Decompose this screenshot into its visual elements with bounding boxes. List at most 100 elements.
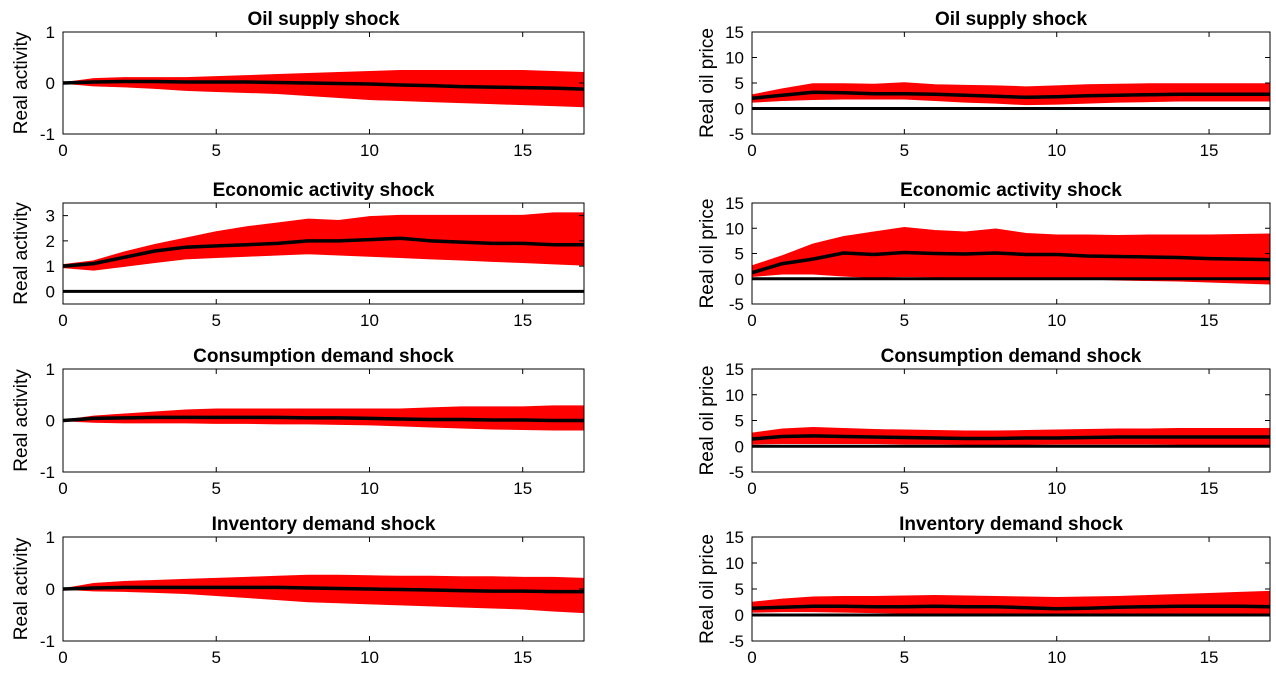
axes-box [62,202,585,305]
median-line [63,236,584,268]
x-tick-label: 5 [212,141,221,160]
y-axis-label: Real activity [11,537,32,640]
x-tick-label: 0 [747,479,756,498]
panel-title: Oil supply shock [247,9,399,30]
y-tick-label: -1 [40,632,55,651]
y-tick-label: 15 [725,194,744,213]
y-tick-label: 1 [46,23,55,42]
x-tick-label: 15 [513,141,532,160]
x-tick-label: 5 [900,479,909,498]
median-line [752,604,1270,611]
plot-area [752,537,1270,641]
y-tick-label: -5 [729,125,744,144]
y-tick-label: 0 [735,100,744,119]
x-tick-label: 0 [58,479,67,498]
x-tick-label: 10 [1047,479,1066,498]
x-tick-label: 10 [360,479,379,498]
x-tick-label: 5 [900,311,909,330]
y-tick-label: 0 [46,74,55,93]
panel-title: Economic activity shock [900,180,1122,201]
y-tick-label: 1 [46,360,55,379]
x-tick-label: 10 [360,648,379,667]
y-axis-label: Real activity [11,202,32,305]
credible-band [752,82,1270,106]
x-tick-label: 0 [58,311,67,330]
panel-title: Consumption demand shock [193,346,454,367]
y-tick-label: 3 [46,207,55,226]
y-tick-label: 1 [46,528,55,547]
y-axis-label: Real activity [11,369,32,472]
plot-area [752,369,1270,472]
x-tick-label: 0 [747,141,756,160]
x-tick-label: 0 [747,648,756,667]
x-tick-label: 5 [212,648,221,667]
median-line [752,250,1270,275]
x-tick-label: 5 [900,141,909,160]
y-tick-label: 15 [725,360,744,379]
x-tick-label: 5 [212,311,221,330]
x-tick-label: 15 [1200,479,1219,498]
panel-title: Inventory demand shock [212,514,436,535]
panel-title: Consumption demand shock [881,346,1142,367]
y-tick-label: 0 [735,270,744,289]
y-tick-label: 10 [725,49,744,68]
y-tick-label: 5 [735,412,744,431]
y-axis-label: Real oil price [697,28,718,138]
x-tick-label: 10 [1047,648,1066,667]
x-tick-label: 5 [212,479,221,498]
median-line [63,79,584,91]
x-tick-label: 10 [1047,141,1066,160]
y-tick-label: -5 [729,463,744,482]
y-axis-label: Real oil price [697,534,718,644]
panel-economic-activity-real-activity: 0 5 10 15 0 1 2 3 Economic activity shock Real ac… [11,180,585,330]
x-tick-label: 0 [747,311,756,330]
x-tick-label: 15 [513,648,532,667]
panel-title: Inventory demand shock [899,514,1123,535]
credible-band [63,70,584,108]
y-tick-label: 10 [725,386,744,405]
y-tick-label: 2 [46,232,55,251]
y-axis-label: Real activity [11,31,32,134]
x-tick-label: 15 [1200,141,1219,160]
y-tick-label: 15 [725,528,744,547]
y-tick-label: 5 [735,580,744,599]
x-tick-label: 5 [900,648,909,667]
median-line [63,415,584,423]
credible-band [63,574,584,614]
x-tick-label: 10 [360,141,379,160]
panel-title: Oil supply shock [935,9,1087,30]
median-line [63,585,584,594]
y-tick-label: 0 [46,282,55,301]
y-tick-label: -1 [40,125,55,144]
x-tick-label: 0 [58,141,67,160]
x-tick-label: 10 [360,311,379,330]
credible-band [752,590,1270,617]
y-tick-label: -5 [729,632,744,651]
y-tick-label: -5 [729,295,744,314]
y-tick-label: 0 [735,437,744,456]
y-tick-label: 10 [725,219,744,238]
y-axis-label: Real oil price [697,366,718,476]
y-tick-label: 0 [735,606,744,625]
y-tick-label: -1 [40,463,55,482]
y-tick-label: 10 [725,554,744,573]
x-tick-label: 15 [1200,648,1219,667]
y-tick-label: 0 [46,412,55,431]
x-tick-label: 15 [513,311,532,330]
x-tick-label: 15 [1200,311,1219,330]
median-line [752,434,1270,441]
median-line [752,90,1270,101]
credible-band [752,226,1270,285]
x-tick-label: 0 [58,648,67,667]
plot-area [752,32,1270,134]
y-tick-label: 1 [46,257,55,276]
credible-band [752,426,1270,446]
y-tick-label: 5 [735,74,744,93]
